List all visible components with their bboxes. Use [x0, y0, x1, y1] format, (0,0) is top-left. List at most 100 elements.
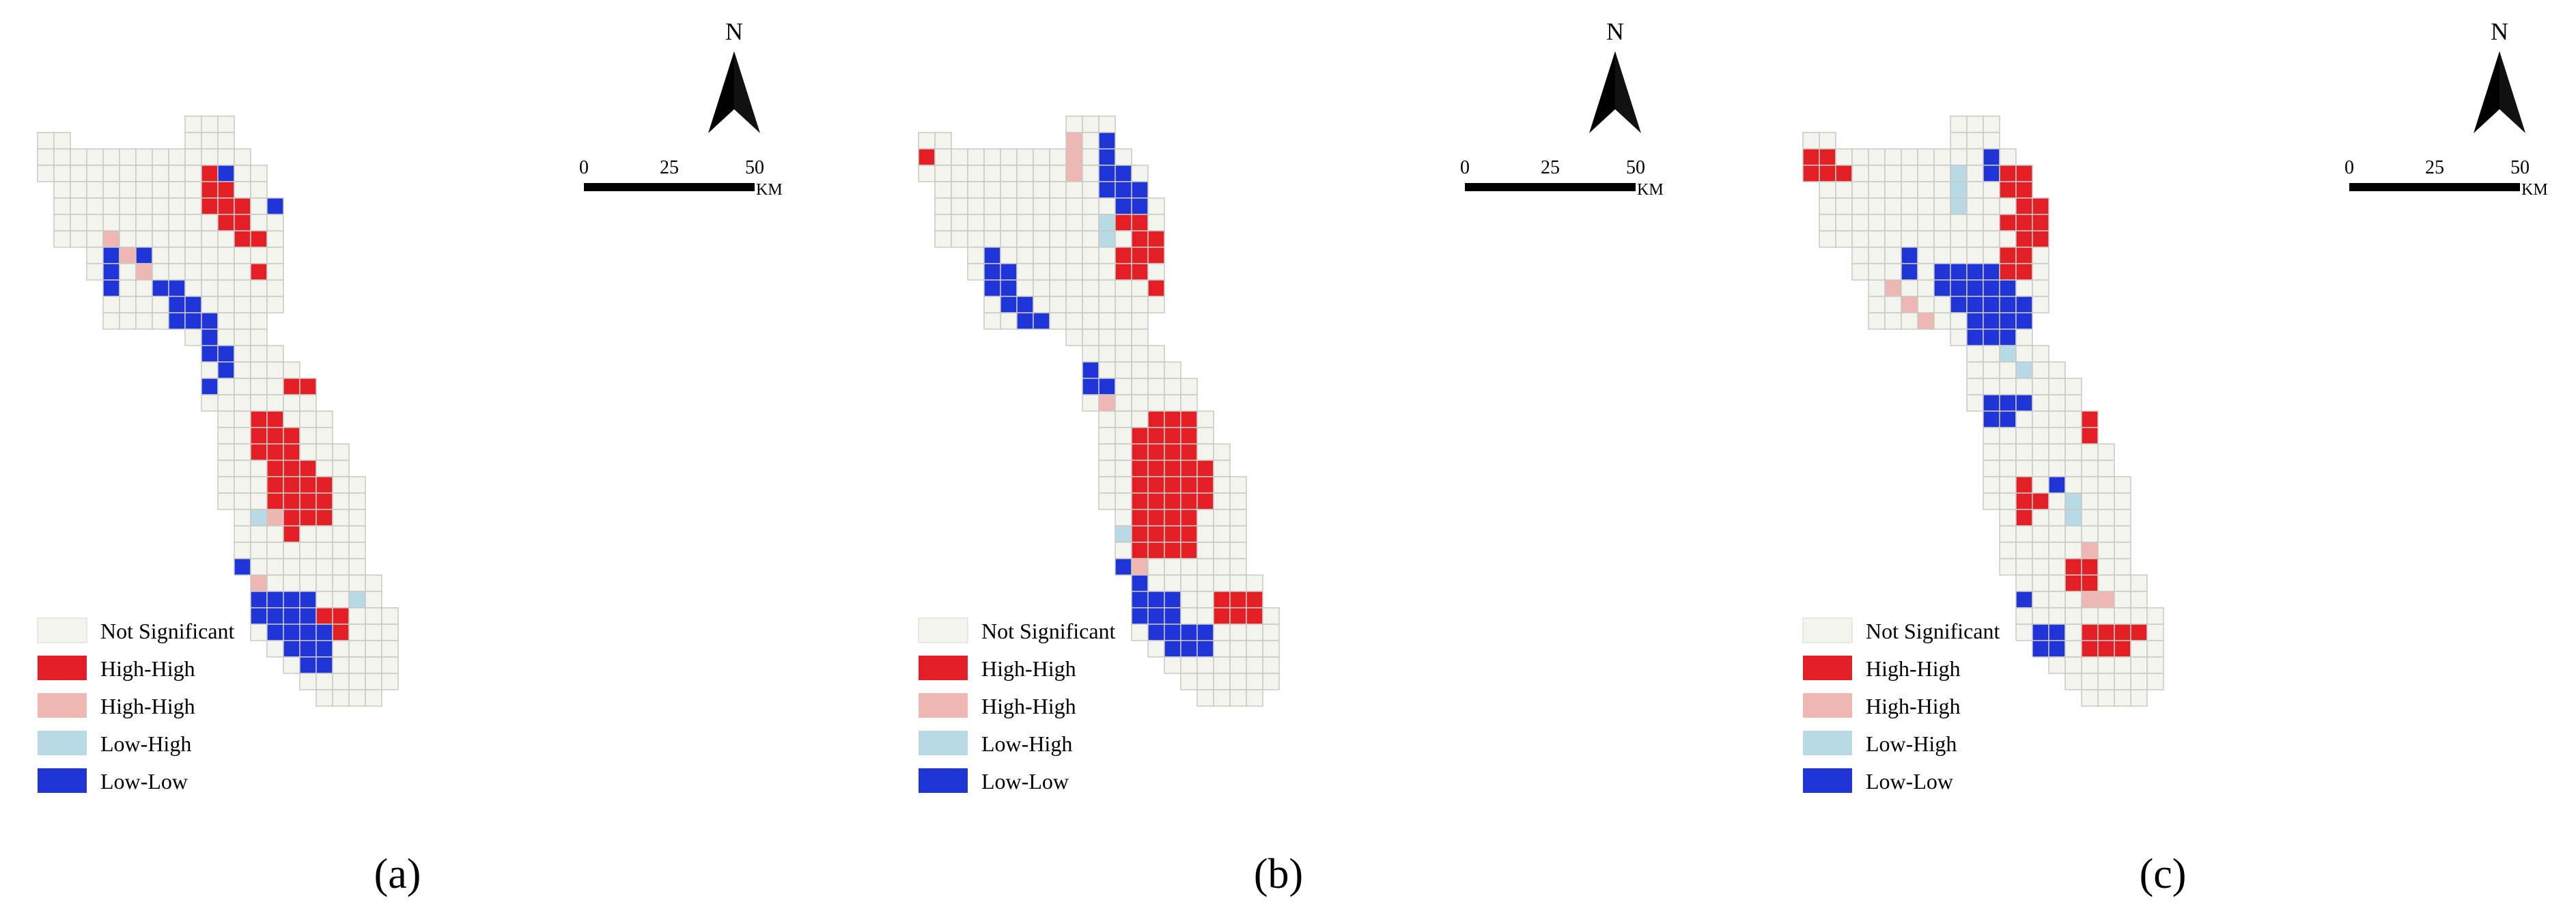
- cell-ns: [1016, 263, 1034, 281]
- cell-ns: [967, 214, 985, 232]
- cell-ns: [2146, 607, 2164, 625]
- cell-ns: [1999, 476, 2017, 494]
- cell-hh: [250, 410, 268, 428]
- cell-ns: [184, 230, 202, 248]
- cell-ll: [1164, 624, 1181, 641]
- cell-ns: [1950, 214, 1968, 232]
- cell-ll: [1098, 148, 1116, 166]
- cell-ns: [1213, 624, 1231, 641]
- cell-ns: [168, 181, 186, 199]
- cell-ns: [1819, 214, 1836, 232]
- cell-ns: [332, 492, 350, 510]
- cell-ns: [1999, 525, 2017, 543]
- cell-ns: [217, 230, 235, 248]
- cell-ns: [234, 460, 251, 477]
- cell-ns: [184, 197, 202, 215]
- legend-swatch-ns: [1802, 617, 1853, 643]
- cell-ns: [184, 148, 202, 166]
- cell-ns: [2032, 247, 2049, 264]
- cell-ll: [217, 165, 235, 182]
- cell-ll: [1196, 640, 1214, 658]
- cell-ns: [1884, 247, 1902, 264]
- cell-ns: [1950, 312, 1968, 330]
- cell-hh: [1196, 492, 1214, 510]
- cell-ns: [1098, 460, 1116, 477]
- cell-ll: [299, 607, 317, 625]
- cell-ns: [1049, 197, 1067, 215]
- cell-ns: [1999, 378, 2017, 395]
- cell-hh: [1802, 165, 1820, 182]
- cell-hh: [2032, 214, 2049, 232]
- cell-ns: [1229, 624, 1247, 641]
- cell-ns: [983, 230, 1001, 248]
- cell-ns: [2032, 427, 2049, 445]
- cell-ns: [1246, 689, 1263, 707]
- cell-ns: [234, 181, 251, 199]
- cell-ns: [1246, 656, 1263, 674]
- cell-ns: [1213, 476, 1231, 494]
- cell-ns: [1082, 115, 1100, 133]
- cell-ns: [217, 410, 235, 428]
- cell-ns: [299, 410, 317, 428]
- cell-hh: [2130, 624, 2148, 641]
- cell-ns: [2032, 607, 2049, 625]
- cell-lh: [348, 591, 366, 608]
- cell-ns: [37, 132, 55, 150]
- cell-ns: [348, 574, 366, 592]
- cell-ns: [217, 443, 235, 461]
- cell-ns: [1016, 181, 1034, 199]
- cell-ns: [234, 345, 251, 363]
- cell-hh: [332, 607, 350, 625]
- cell-hh: [1835, 165, 1853, 182]
- cell-ns: [2032, 525, 2049, 543]
- cell-ns: [1933, 197, 1951, 215]
- cell-ns: [1000, 181, 1018, 199]
- scale-bar: 0 25 50 KM: [2344, 157, 2548, 199]
- cell-ns: [1082, 181, 1100, 199]
- cell-ns: [2015, 345, 2033, 363]
- cell-ll: [1115, 165, 1132, 182]
- cell-ns: [152, 148, 169, 166]
- cell-ns: [1131, 296, 1149, 313]
- cell-ns: [967, 197, 985, 215]
- cell-ns: [2064, 378, 2082, 395]
- cell-ns: [250, 394, 268, 412]
- cell-hh: [250, 427, 268, 445]
- north-arrow-left-half: [708, 51, 734, 133]
- cell-ns: [1016, 230, 1034, 248]
- legend-label: Low-Low: [981, 769, 1069, 794]
- cell-ll: [1000, 296, 1018, 313]
- cell-ns: [135, 148, 153, 166]
- scale-bar-line: [2349, 183, 2520, 191]
- cell-ns: [1819, 132, 1836, 150]
- cell-ns: [1115, 345, 1132, 363]
- cell-hh: [217, 214, 235, 232]
- cell-ns: [86, 214, 104, 232]
- cell-ns: [1966, 181, 1984, 199]
- cell-ns: [1983, 378, 2000, 395]
- cell-ns: [381, 607, 399, 625]
- cell-ns: [1819, 181, 1836, 199]
- cell-ns: [1115, 378, 1132, 395]
- cell-ns: [332, 542, 350, 559]
- cell-hh: [2064, 574, 2082, 592]
- cell-ns: [1917, 148, 1935, 166]
- scale-tick-label: 50: [2510, 157, 2530, 178]
- cell-hh: [250, 443, 268, 461]
- cell-ns: [332, 509, 350, 527]
- cell-ns: [266, 525, 284, 543]
- cell-ns: [2048, 378, 2066, 395]
- cell-ns: [1033, 263, 1050, 281]
- cell-hh: [250, 230, 268, 248]
- cell-ns: [2032, 345, 2049, 363]
- cell-ns: [1033, 181, 1050, 199]
- cell-ns: [316, 558, 333, 576]
- cell-ns: [1933, 214, 1951, 232]
- cell-ns: [2032, 394, 2049, 412]
- cell-ll: [1966, 328, 1984, 346]
- cell-ns: [266, 361, 284, 379]
- cell-ll: [983, 263, 1001, 281]
- cell-ns: [1082, 132, 1100, 150]
- cell-ns: [1246, 574, 1263, 592]
- cell-hh: [316, 509, 333, 527]
